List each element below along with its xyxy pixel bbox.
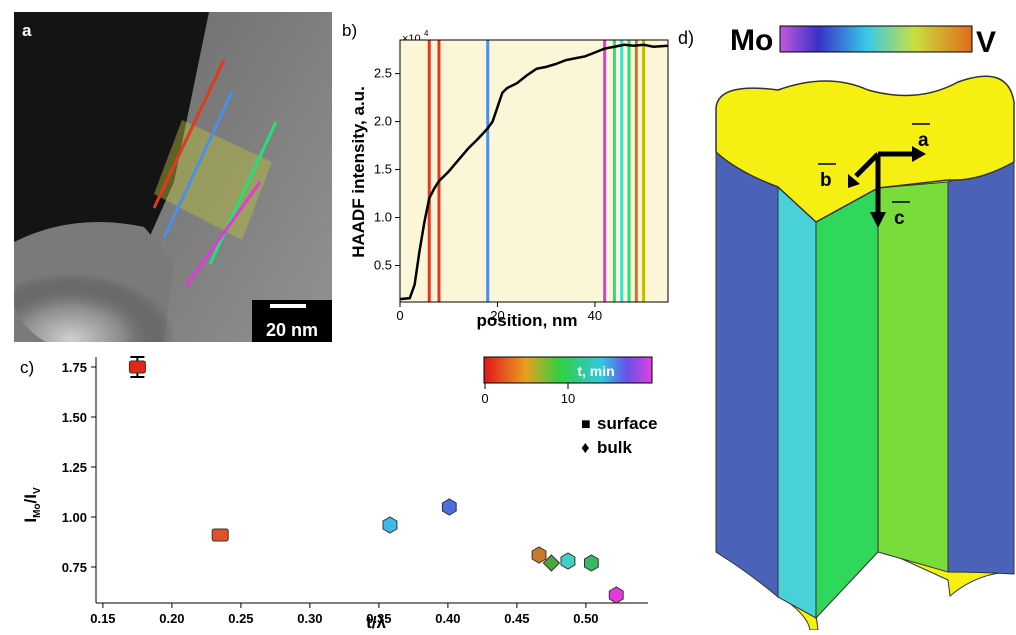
y-label-sub-mo: Mo: [32, 503, 43, 517]
x-tick-label-6: 0.45: [504, 611, 529, 626]
crystal-schematic-panel: d) Mo V a b c: [678, 12, 1016, 631]
y-tick-label-1: 1.0: [374, 210, 392, 225]
panel-label-a: a: [22, 21, 32, 40]
y-tick-label-0: 0.5: [374, 258, 392, 273]
x-tick-label-2: 40: [588, 308, 602, 323]
colorbar-tick-10: 10: [561, 391, 575, 406]
face-left-blue: [715, 150, 779, 599]
legend-label-surface: surface: [597, 414, 657, 433]
axis-a-label: a: [918, 130, 929, 151]
data-point-6: [560, 552, 576, 570]
colorbar-label: t, min: [577, 363, 614, 379]
colorbar-tick-0: 0: [481, 391, 488, 406]
face-right-blue: [947, 161, 1015, 575]
legend-marker-surface: ■: [581, 416, 591, 433]
x-tick-label-2: 0.25: [228, 611, 253, 626]
legend-label-bulk: bulk: [597, 438, 632, 457]
axis-c-label: c: [894, 208, 905, 229]
highlight-region: [154, 120, 272, 240]
y-tick-label-3: 2.0: [374, 114, 392, 129]
crystal-axes: [848, 146, 926, 228]
colorbar-right-label: V: [976, 26, 996, 59]
x-axis-label: t/λ: [366, 613, 386, 630]
stem-image: a 20 nm: [14, 12, 332, 342]
data-point-7: [584, 554, 599, 572]
x-tick-label-1: 20: [490, 308, 504, 323]
data-point-0: [128, 360, 146, 374]
data-point-1: [211, 528, 229, 542]
data-point-8: [608, 586, 624, 604]
y-axis-label: IMo/IV: [21, 487, 43, 523]
y-label-sub-v: V: [32, 487, 43, 494]
y-tick-label-2: 1.25: [62, 460, 87, 475]
axis-b-label: b: [820, 170, 832, 191]
haadf-profile-panel: b) ×10 4 HAADF intensity, a.u. position,…: [340, 12, 670, 342]
time-colorbar: [483, 356, 653, 384]
x-tick-label-5: 0.40: [435, 611, 460, 626]
face-lime: [877, 181, 949, 573]
colorbar-left-label: Mo: [730, 24, 773, 57]
panel-label-c: c): [20, 358, 34, 377]
x-tick-label-0: 0.15: [90, 611, 115, 626]
legend: ■ surface ♦ bulk: [581, 414, 657, 457]
x-axis-label: position, nm: [476, 311, 577, 330]
y-tick-label-0: 0.75: [62, 560, 87, 575]
data-point-5: [542, 554, 561, 572]
plot-background: [400, 40, 668, 302]
haadf-profile-chart: b) ×10 4 HAADF intensity, a.u. position,…: [342, 21, 669, 330]
haadf-intensity-line: [399, 43, 669, 301]
y-label-mid: /I: [21, 494, 40, 503]
crystal-schematic: d) Mo V a b c: [678, 24, 1015, 631]
vector-overbars: [818, 123, 930, 203]
x-tick-label-3: 0.30: [297, 611, 322, 626]
y-tick-label-3: 1.50: [62, 410, 87, 425]
face-green: [815, 187, 879, 620]
data-point-3: [441, 498, 457, 516]
ratio-scatter-panel: c) IMo/IV t/λ t, min 0 10 ■ surface ♦ bu…: [6, 345, 680, 632]
data-point-2: [382, 516, 398, 534]
legend-marker-bulk: ♦: [581, 438, 590, 457]
stem-image-panel: a 20 nm: [14, 12, 332, 342]
profile-lines: [152, 59, 278, 287]
exponent-power: 4: [424, 29, 429, 38]
ratio-scatter-chart: c) IMo/IV t/λ t, min 0 10 ■ surface ♦ bu…: [20, 356, 657, 632]
top-surface: [715, 75, 1015, 223]
y-tick-label-4: 2.5: [374, 66, 392, 81]
y-tick-label-2: 1.5: [374, 162, 392, 177]
data-point-4: [531, 546, 547, 564]
x-tick-label-0: 0: [396, 308, 403, 323]
y-tick-label-4: 1.75: [62, 360, 87, 375]
mo-v-colorbar: [779, 25, 973, 53]
x-tick-label-7: 0.50: [573, 611, 598, 626]
svg-text:IMo/IV: IMo/IV: [21, 487, 43, 523]
plot-frame: [399, 39, 669, 303]
y-axis-label: HAADF intensity, a.u.: [349, 86, 368, 258]
face-cyan: [777, 185, 817, 619]
scalebar-label: 20 nm: [266, 320, 318, 340]
x-tick-label-1: 0.20: [159, 611, 184, 626]
y-tick-label-1: 1.00: [62, 510, 87, 525]
panel-label-b: b): [342, 21, 357, 40]
y-label-main: I: [21, 518, 40, 523]
panel-label-d: d): [678, 28, 694, 48]
x-tick-label-4: 0.35: [366, 611, 391, 626]
